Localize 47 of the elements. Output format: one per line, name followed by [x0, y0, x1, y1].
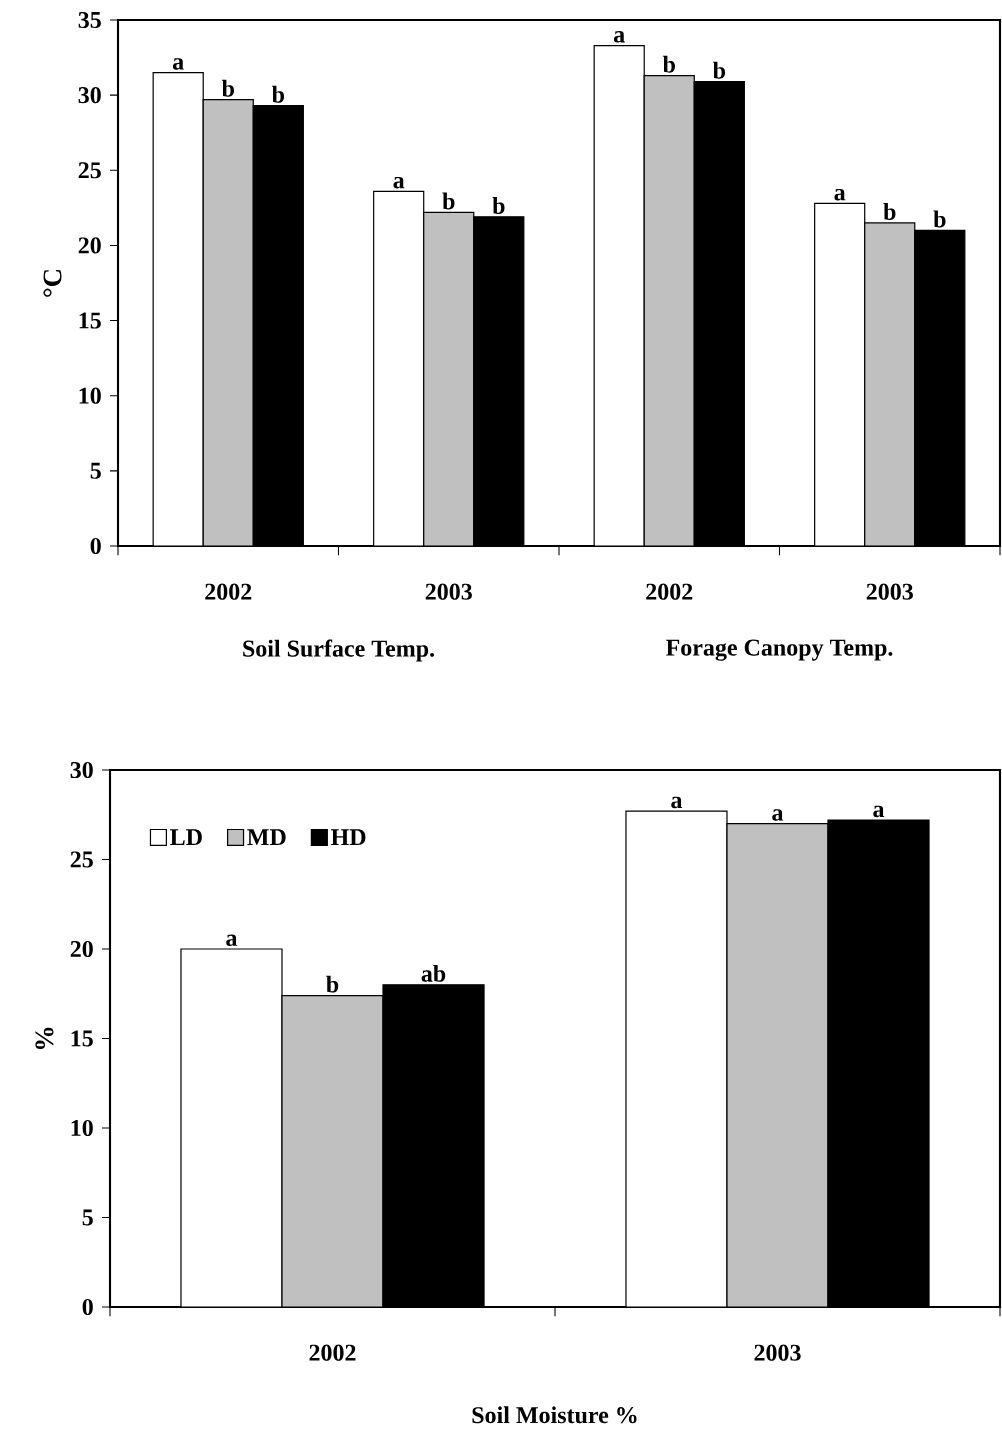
- y-tick-label: 0: [82, 1298, 93, 1316]
- y-tick-label: 0: [90, 537, 101, 555]
- x-tick-label: 2002: [646, 583, 693, 600]
- y-tick-label: 30: [70, 761, 93, 779]
- data-label: b: [221, 79, 234, 97]
- data-label: ab: [421, 964, 446, 982]
- y-tick-label: 15: [71, 1030, 93, 1047]
- data-label: a: [873, 805, 885, 818]
- y-tick-label: 30: [78, 87, 101, 104]
- x-tick-label: 2002: [309, 1344, 356, 1361]
- data-label: a: [613, 31, 625, 43]
- legend-label: MD: [247, 829, 286, 846]
- y-axis-title: °C: [43, 270, 62, 297]
- y-tick-label: 10: [79, 387, 101, 404]
- y-tick-label: 20: [78, 237, 101, 254]
- y-tick-label: 15: [79, 312, 101, 329]
- data-label: b: [271, 85, 285, 103]
- y-tick-label: 5: [82, 1209, 93, 1226]
- data-label: a: [226, 934, 238, 947]
- data-label: b: [933, 210, 946, 228]
- data-label: a: [671, 796, 683, 809]
- legend-label: HD: [331, 829, 366, 846]
- x-axis-title: Soil Moisture %: [472, 1406, 637, 1424]
- y-tick-label: 25: [70, 851, 93, 868]
- y-tick-label: 5: [90, 462, 101, 479]
- data-label: a: [834, 188, 846, 201]
- x-tick-label: 2003: [425, 583, 472, 600]
- x-tick-label: 2003: [754, 1344, 801, 1361]
- y-axis-title: %: [35, 1027, 54, 1050]
- y-tick-label: 20: [70, 940, 93, 958]
- x-tick-label: 2002: [205, 583, 252, 600]
- text: Forage Canopy Temp.: [666, 639, 893, 661]
- data-label: a: [172, 58, 184, 70]
- data-label: b: [712, 61, 726, 79]
- data-label: b: [326, 975, 339, 993]
- legend-label: LD: [170, 829, 202, 846]
- text: Soil Surface Temp.: [243, 639, 435, 662]
- data-label: b: [883, 203, 896, 220]
- y-tick-label: 10: [71, 1119, 93, 1137]
- y-tick-label: 25: [78, 162, 101, 179]
- y-tick-label: 35: [78, 11, 101, 29]
- data-label: b: [492, 197, 505, 214]
- data-label: a: [772, 809, 784, 821]
- data-label: a: [393, 176, 405, 189]
- data-label: b: [442, 192, 455, 210]
- data-label: b: [662, 55, 675, 73]
- x-tick-label: 2003: [866, 583, 913, 600]
